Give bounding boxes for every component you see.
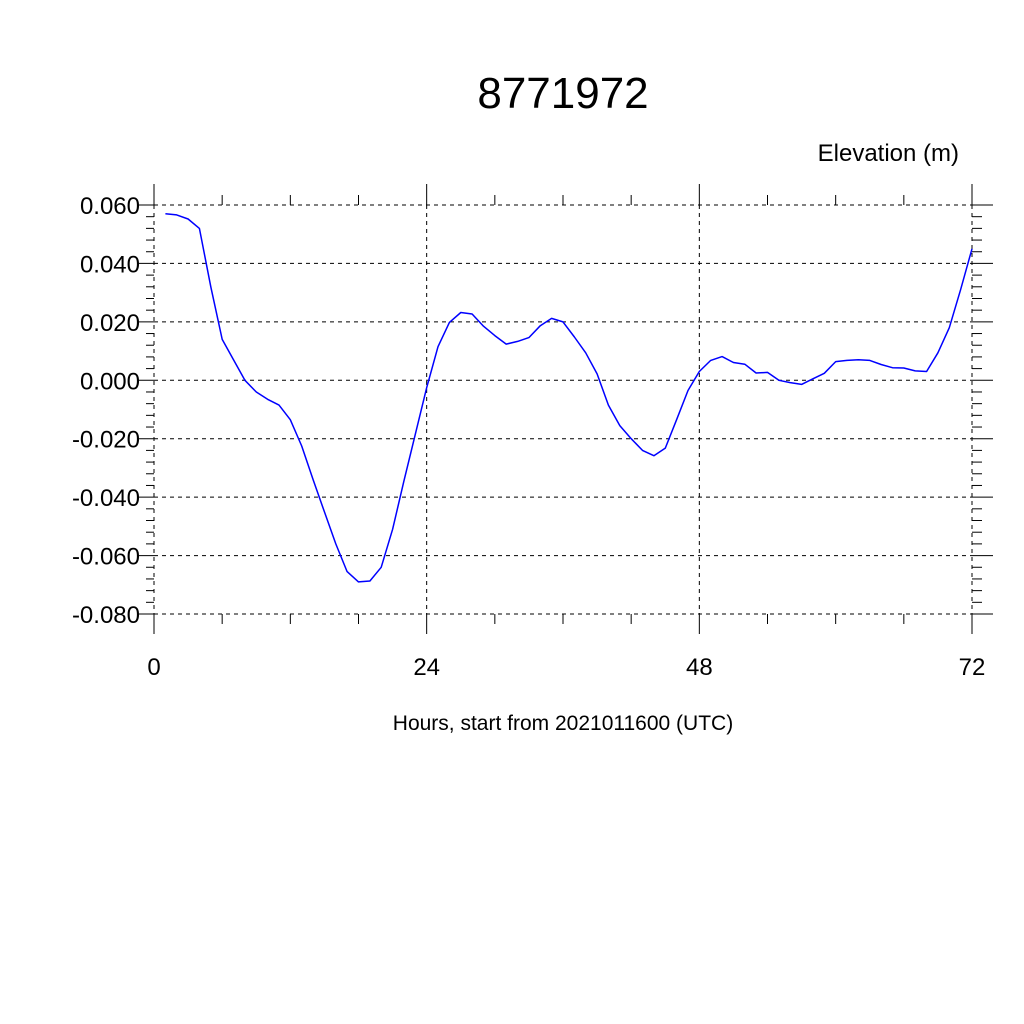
chart-title: 8771972 xyxy=(477,69,648,118)
x-tick-label: 72 xyxy=(959,654,986,681)
series-line xyxy=(165,213,973,583)
y-tick-label: -0.080 xyxy=(72,602,140,629)
x-axis-label: Hours, start from 2021011600 (UTC) xyxy=(393,712,733,735)
y-tick-label: 0.000 xyxy=(80,368,140,395)
y-tick-label: 0.040 xyxy=(80,251,140,278)
y-tick-label: -0.020 xyxy=(72,427,140,454)
axis-ticks xyxy=(137,184,993,634)
y-tick-label: -0.060 xyxy=(72,544,140,571)
x-tick-labels: 0 24 48 72 xyxy=(147,654,985,681)
units-label: Elevation (m) xyxy=(818,140,959,167)
y-tick-label: 0.020 xyxy=(80,310,140,337)
y-tick-label: 0.060 xyxy=(80,193,140,220)
x-tick-label: 0 xyxy=(147,654,160,681)
x-tick-label: 48 xyxy=(686,654,713,681)
grid-lines xyxy=(153,204,973,615)
y-tick-label: -0.040 xyxy=(72,485,140,512)
data-series xyxy=(165,213,973,583)
y-tick-labels: 0.060 0.040 0.020 0.000 -0.020 -0.040 -0.060 -0… xyxy=(72,193,140,629)
x-tick-label: 24 xyxy=(413,654,440,681)
